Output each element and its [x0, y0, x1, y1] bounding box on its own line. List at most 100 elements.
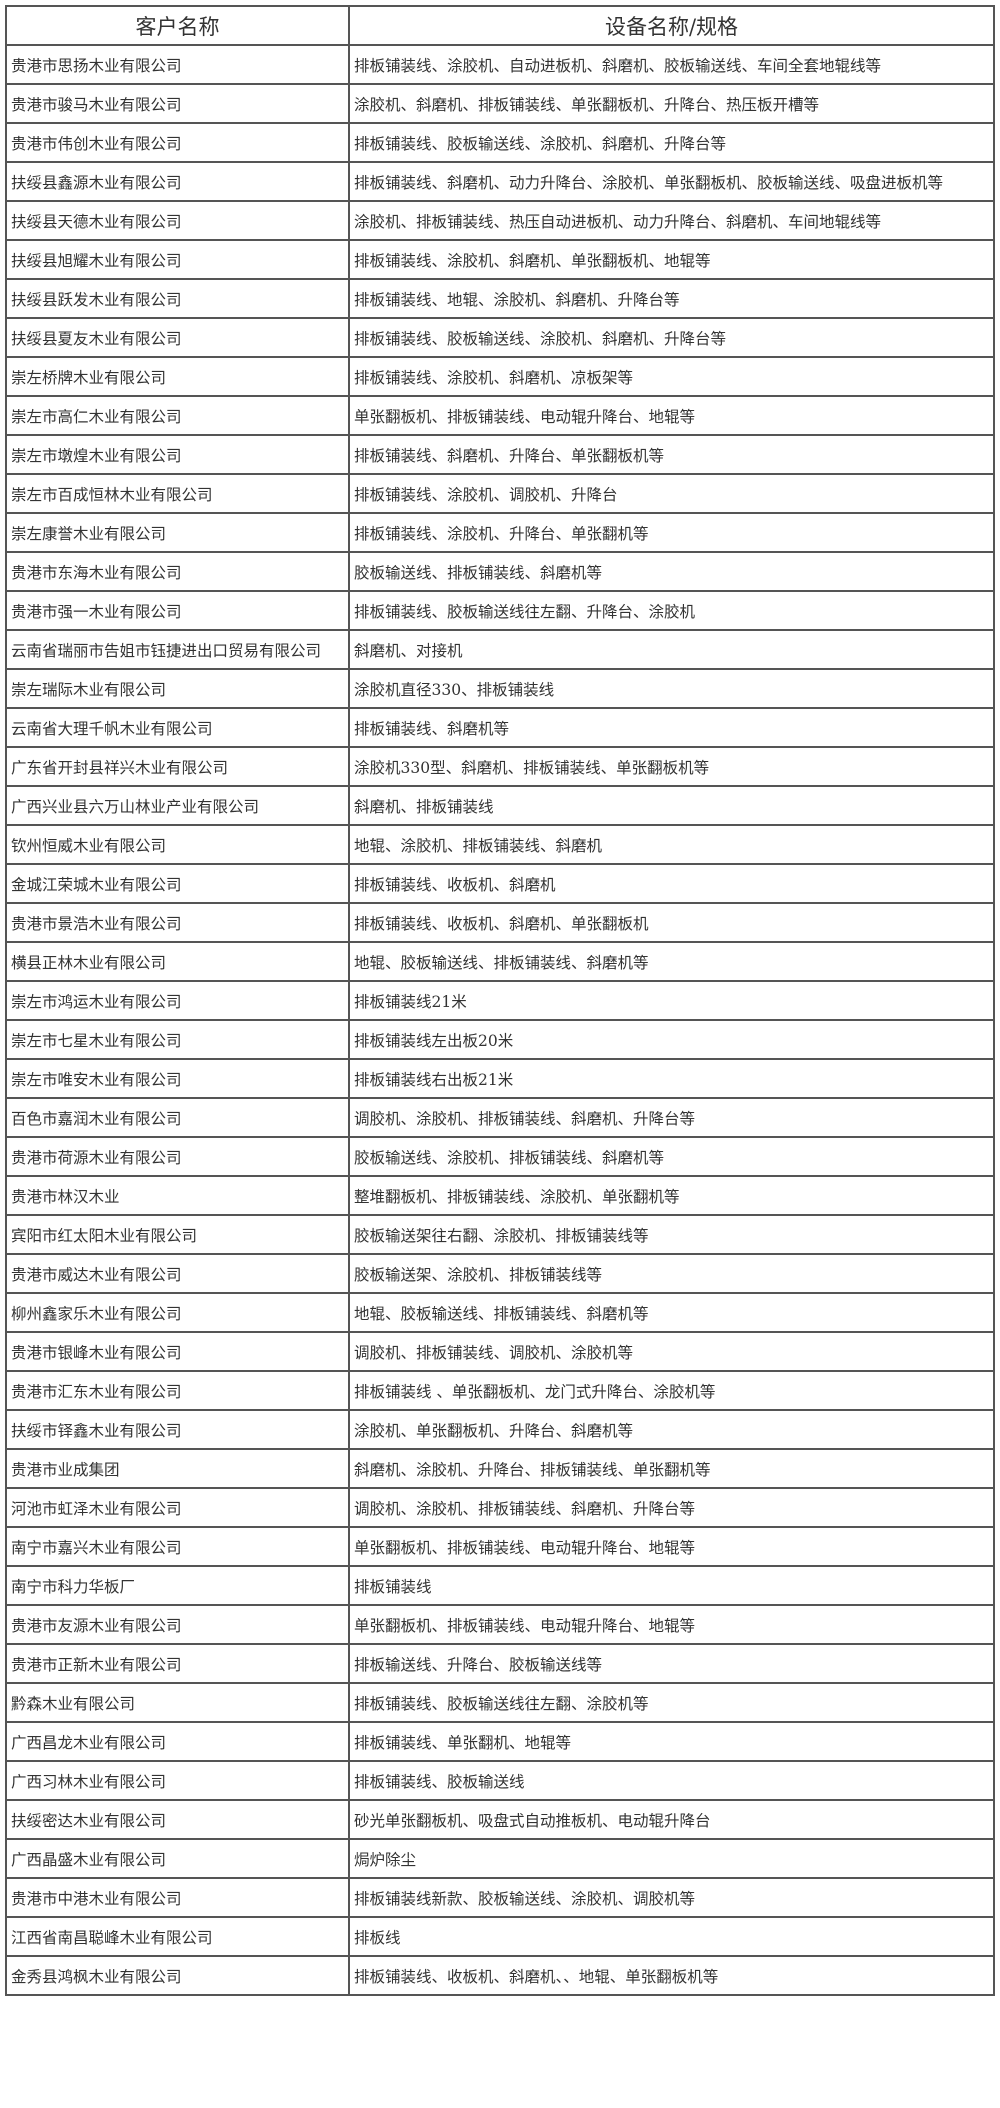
table-row: 贵港市林汉木业 整堆翻板机、排板铺装线、涂胶机、单张翻机等 [5, 1175, 995, 1216]
equipment-cell: 胶板输送架往右翻、涂胶机、排板铺装线等 [348, 1214, 995, 1255]
table-row: 扶绥市铎鑫木业有限公司 涂胶机、单张翻板机、升降台、斜磨机等 [5, 1409, 995, 1450]
equipment-cell: 地辊、胶板输送线、排板铺装线、斜磨机等 [348, 941, 995, 982]
equipment-cell: 单张翻板机、排板铺装线、电动辊升降台、地辊等 [348, 1604, 995, 1645]
customer-name-cell: 江西省南昌聪峰木业有限公司 [5, 1916, 350, 1957]
table-row: 南宁市嘉兴木业有限公司 单张翻板机、排板铺装线、电动辊升降台、地辊等 [5, 1526, 995, 1567]
equipment-cell: 排板铺装线、地辊、涂胶机、斜磨机、升降台等 [348, 278, 995, 319]
table-row: 扶绥县夏友木业有限公司 排板铺装线、胶板输送线、涂胶机、斜磨机、升降台等 [5, 317, 995, 358]
table-row: 崇左市七星木业有限公司 排板铺装线左出板20米 [5, 1019, 995, 1060]
equipment-cell: 单张翻板机、排板铺装线、电动辊升降台、地辊等 [348, 1526, 995, 1567]
equipment-cell: 排板铺装线21米 [348, 980, 995, 1021]
equipment-cell: 斜磨机、排板铺装线 [348, 785, 995, 826]
customer-name-cell: 南宁市科力华板厂 [5, 1565, 350, 1606]
customer-name-cell: 贵港市荷源木业有限公司 [5, 1136, 350, 1177]
customer-name-cell: 崇左康誉木业有限公司 [5, 512, 350, 553]
table-row: 横县正林木业有限公司 地辊、胶板输送线、排板铺装线、斜磨机等 [5, 941, 995, 982]
equipment-cell: 涂胶机330型、斜磨机、排板铺装线、单张翻板机等 [348, 746, 995, 787]
table-row: 崇左瑞际木业有限公司 涂胶机直径330、排板铺装线 [5, 668, 995, 709]
equipment-cell: 排板铺装线、胶板输送线往左翻、涂胶机等 [348, 1682, 995, 1723]
table-row: 河池市虹泽木业有限公司 调胶机、涂胶机、排板铺装线、斜磨机、升降台等 [5, 1487, 995, 1528]
customer-name-cell: 广西习林木业有限公司 [5, 1760, 350, 1801]
equipment-cell: 调胶机、排板铺装线、调胶机、涂胶机等 [348, 1331, 995, 1372]
customer-name-cell: 崇左市百成恒林木业有限公司 [5, 473, 350, 514]
customer-name-cell: 贵港市业成集团 [5, 1448, 350, 1489]
customer-name-cell: 广西兴业县六万山林业产业有限公司 [5, 785, 350, 826]
customer-name-cell: 宾阳市红太阳木业有限公司 [5, 1214, 350, 1255]
equipment-cell: 排板铺装线、胶板输送线往左翻、升降台、涂胶机 [348, 590, 995, 631]
customer-name-cell: 云南省瑞丽市告姐市钰捷进出口贸易有限公司 [5, 629, 350, 670]
equipment-cell: 排板铺装线、斜磨机、升降台、单张翻板机等 [348, 434, 995, 475]
table-row: 贵港市中港木业有限公司 排板铺装线新款、胶板输送线、涂胶机、调胶机等 [5, 1877, 995, 1918]
table-row: 广东省开封县祥兴木业有限公司 涂胶机330型、斜磨机、排板铺装线、单张翻板机等 [5, 746, 995, 787]
equipment-cell: 涂胶机、斜磨机、排板铺装线、单张翻板机、升降台、热压板开槽等 [348, 83, 995, 124]
customer-name-cell: 崇左市高仁木业有限公司 [5, 395, 350, 436]
customer-name-cell: 贵港市友源木业有限公司 [5, 1604, 350, 1645]
table-row: 贵港市荷源木业有限公司 胶板输送线、涂胶机、排板铺装线、斜磨机等 [5, 1136, 995, 1177]
customer-name-cell: 广西昌龙木业有限公司 [5, 1721, 350, 1762]
equipment-cell: 涂胶机直径330、排板铺装线 [348, 668, 995, 709]
table-row: 扶绥县跃发木业有限公司 排板铺装线、地辊、涂胶机、斜磨机、升降台等 [5, 278, 995, 319]
customer-name-cell: 广东省开封县祥兴木业有限公司 [5, 746, 350, 787]
table-row: 崇左市百成恒林木业有限公司 排板铺装线、涂胶机、调胶机、升降台 [5, 473, 995, 514]
customer-name-cell: 贵港市银峰木业有限公司 [5, 1331, 350, 1372]
table-row: 贵港市银峰木业有限公司 调胶机、排板铺装线、调胶机、涂胶机等 [5, 1331, 995, 1372]
equipment-cell: 地辊、涂胶机、排板铺装线、斜磨机 [348, 824, 995, 865]
table-row: 贵港市东海木业有限公司 胶板输送线、排板铺装线、斜磨机等 [5, 551, 995, 592]
header-equipment-spec: 设备名称/规格 [348, 5, 995, 46]
customer-name-cell: 贵港市林汉木业 [5, 1175, 350, 1216]
table-row: 百色市嘉润木业有限公司 调胶机、涂胶机、排板铺装线、斜磨机、升降台等 [5, 1097, 995, 1138]
table-row: 贵港市强一木业有限公司 排板铺装线、胶板输送线往左翻、升降台、涂胶机 [5, 590, 995, 631]
equipment-cell: 排板铺装线、胶板输送线 [348, 1760, 995, 1801]
equipment-cell: 地辊、胶板输送线、排板铺装线、斜磨机等 [348, 1292, 995, 1333]
customer-name-cell: 钦州恒威木业有限公司 [5, 824, 350, 865]
equipment-cell: 斜磨机、对接机 [348, 629, 995, 670]
equipment-cell: 胶板输送线、排板铺装线、斜磨机等 [348, 551, 995, 592]
equipment-cell: 涂胶机、单张翻板机、升降台、斜磨机等 [348, 1409, 995, 1450]
equipment-cell: 排板铺装线、胶板输送线、涂胶机、斜磨机、升降台等 [348, 317, 995, 358]
equipment-cell: 排板铺装线、单张翻机、地辊等 [348, 1721, 995, 1762]
customer-name-cell: 贵港市正新木业有限公司 [5, 1643, 350, 1684]
table-row: 贵港市思扬木业有限公司 排板铺装线、涂胶机、自动进板机、斜磨机、胶板输送线、车间全… [5, 44, 995, 85]
table-row: 钦州恒威木业有限公司 地辊、涂胶机、排板铺装线、斜磨机 [5, 824, 995, 865]
customer-name-cell: 贵港市威达木业有限公司 [5, 1253, 350, 1294]
equipment-cell: 排板线 [348, 1916, 995, 1957]
equipment-cell: 斜磨机、涂胶机、升降台、排板铺装线、单张翻机等 [348, 1448, 995, 1489]
equipment-cell: 砂光单张翻板机、吸盘式自动推板机、电动辊升降台 [348, 1799, 995, 1840]
equipment-cell: 排板铺装线左出板20米 [348, 1019, 995, 1060]
equipment-cell: 排板铺装线、斜磨机、动力升降台、涂胶机、单张翻板机、胶板输送线、吸盘进板机等 [348, 161, 995, 202]
customer-name-cell: 扶绥县跃发木业有限公司 [5, 278, 350, 319]
equipment-cell: 胶板输送线、涂胶机、排板铺装线、斜磨机等 [348, 1136, 995, 1177]
equipment-cell: 排板铺装线、收板机、斜磨机、、地辊、单张翻板机等 [348, 1955, 995, 1996]
equipment-cell: 排板铺装线、涂胶机、斜磨机、单张翻板机、地辊等 [348, 239, 995, 280]
table-row: 扶绥县天德木业有限公司 涂胶机、排板铺装线、热压自动进板机、动力升降台、斜磨机、车… [5, 200, 995, 241]
equipment-cell: 排板铺装线、涂胶机、斜磨机、凉板架等 [348, 356, 995, 397]
table-row: 贵港市友源木业有限公司 单张翻板机、排板铺装线、电动辊升降台、地辊等 [5, 1604, 995, 1645]
customer-name-cell: 崇左市七星木业有限公司 [5, 1019, 350, 1060]
customer-name-cell: 横县正林木业有限公司 [5, 941, 350, 982]
equipment-cell: 排板铺装线右出板21米 [348, 1058, 995, 1099]
table-row: 宾阳市红太阳木业有限公司 胶板输送架往右翻、涂胶机、排板铺装线等 [5, 1214, 995, 1255]
table-row: 崇左市墩煌木业有限公司 排板铺装线、斜磨机、升降台、单张翻板机等 [5, 434, 995, 475]
table-row: 金秀县鸿枫木业有限公司 排板铺装线、收板机、斜磨机、、地辊、单张翻板机等 [5, 1955, 995, 1996]
table-row: 崇左市鸿运木业有限公司 排板铺装线21米 [5, 980, 995, 1021]
table-row: 贵港市骏马木业有限公司 涂胶机、斜磨机、排板铺装线、单张翻板机、升降台、热压板开槽… [5, 83, 995, 124]
customer-name-cell: 崇左市鸿运木业有限公司 [5, 980, 350, 1021]
customer-name-cell: 云南省大理千帆木业有限公司 [5, 707, 350, 748]
equipment-cell: 调胶机、涂胶机、排板铺装线、斜磨机、升降台等 [348, 1487, 995, 1528]
equipment-cell: 排板铺装线 、单张翻板机、龙门式升降台、涂胶机等 [348, 1370, 995, 1411]
table-row: 崇左桥牌木业有限公司 排板铺装线、涂胶机、斜磨机、凉板架等 [5, 356, 995, 397]
customer-name-cell: 广西晶盛木业有限公司 [5, 1838, 350, 1879]
equipment-cell: 胶板输送架、涂胶机、排板铺装线等 [348, 1253, 995, 1294]
table-row: 贵港市景浩木业有限公司 排板铺装线、收板机、斜磨机、单张翻板机 [5, 902, 995, 943]
customer-name-cell: 贵港市强一木业有限公司 [5, 590, 350, 631]
customer-name-cell: 扶绥县天德木业有限公司 [5, 200, 350, 241]
table-row: 江西省南昌聪峰木业有限公司 排板线 [5, 1916, 995, 1957]
table-row: 广西习林木业有限公司 排板铺装线、胶板输送线 [5, 1760, 995, 1801]
table-row: 扶绥县旭耀木业有限公司 排板铺装线、涂胶机、斜磨机、单张翻板机、地辊等 [5, 239, 995, 280]
table-body: 贵港市思扬木业有限公司 排板铺装线、涂胶机、自动进板机、斜磨机、胶板输送线、车间全… [5, 44, 995, 1996]
equipment-cell: 排板铺装线、涂胶机、调胶机、升降台 [348, 473, 995, 514]
customer-name-cell: 南宁市嘉兴木业有限公司 [5, 1526, 350, 1567]
customer-name-cell: 河池市虹泽木业有限公司 [5, 1487, 350, 1528]
customer-name-cell: 贵港市伟创木业有限公司 [5, 122, 350, 163]
equipment-cell: 排板铺装线、收板机、斜磨机、单张翻板机 [348, 902, 995, 943]
